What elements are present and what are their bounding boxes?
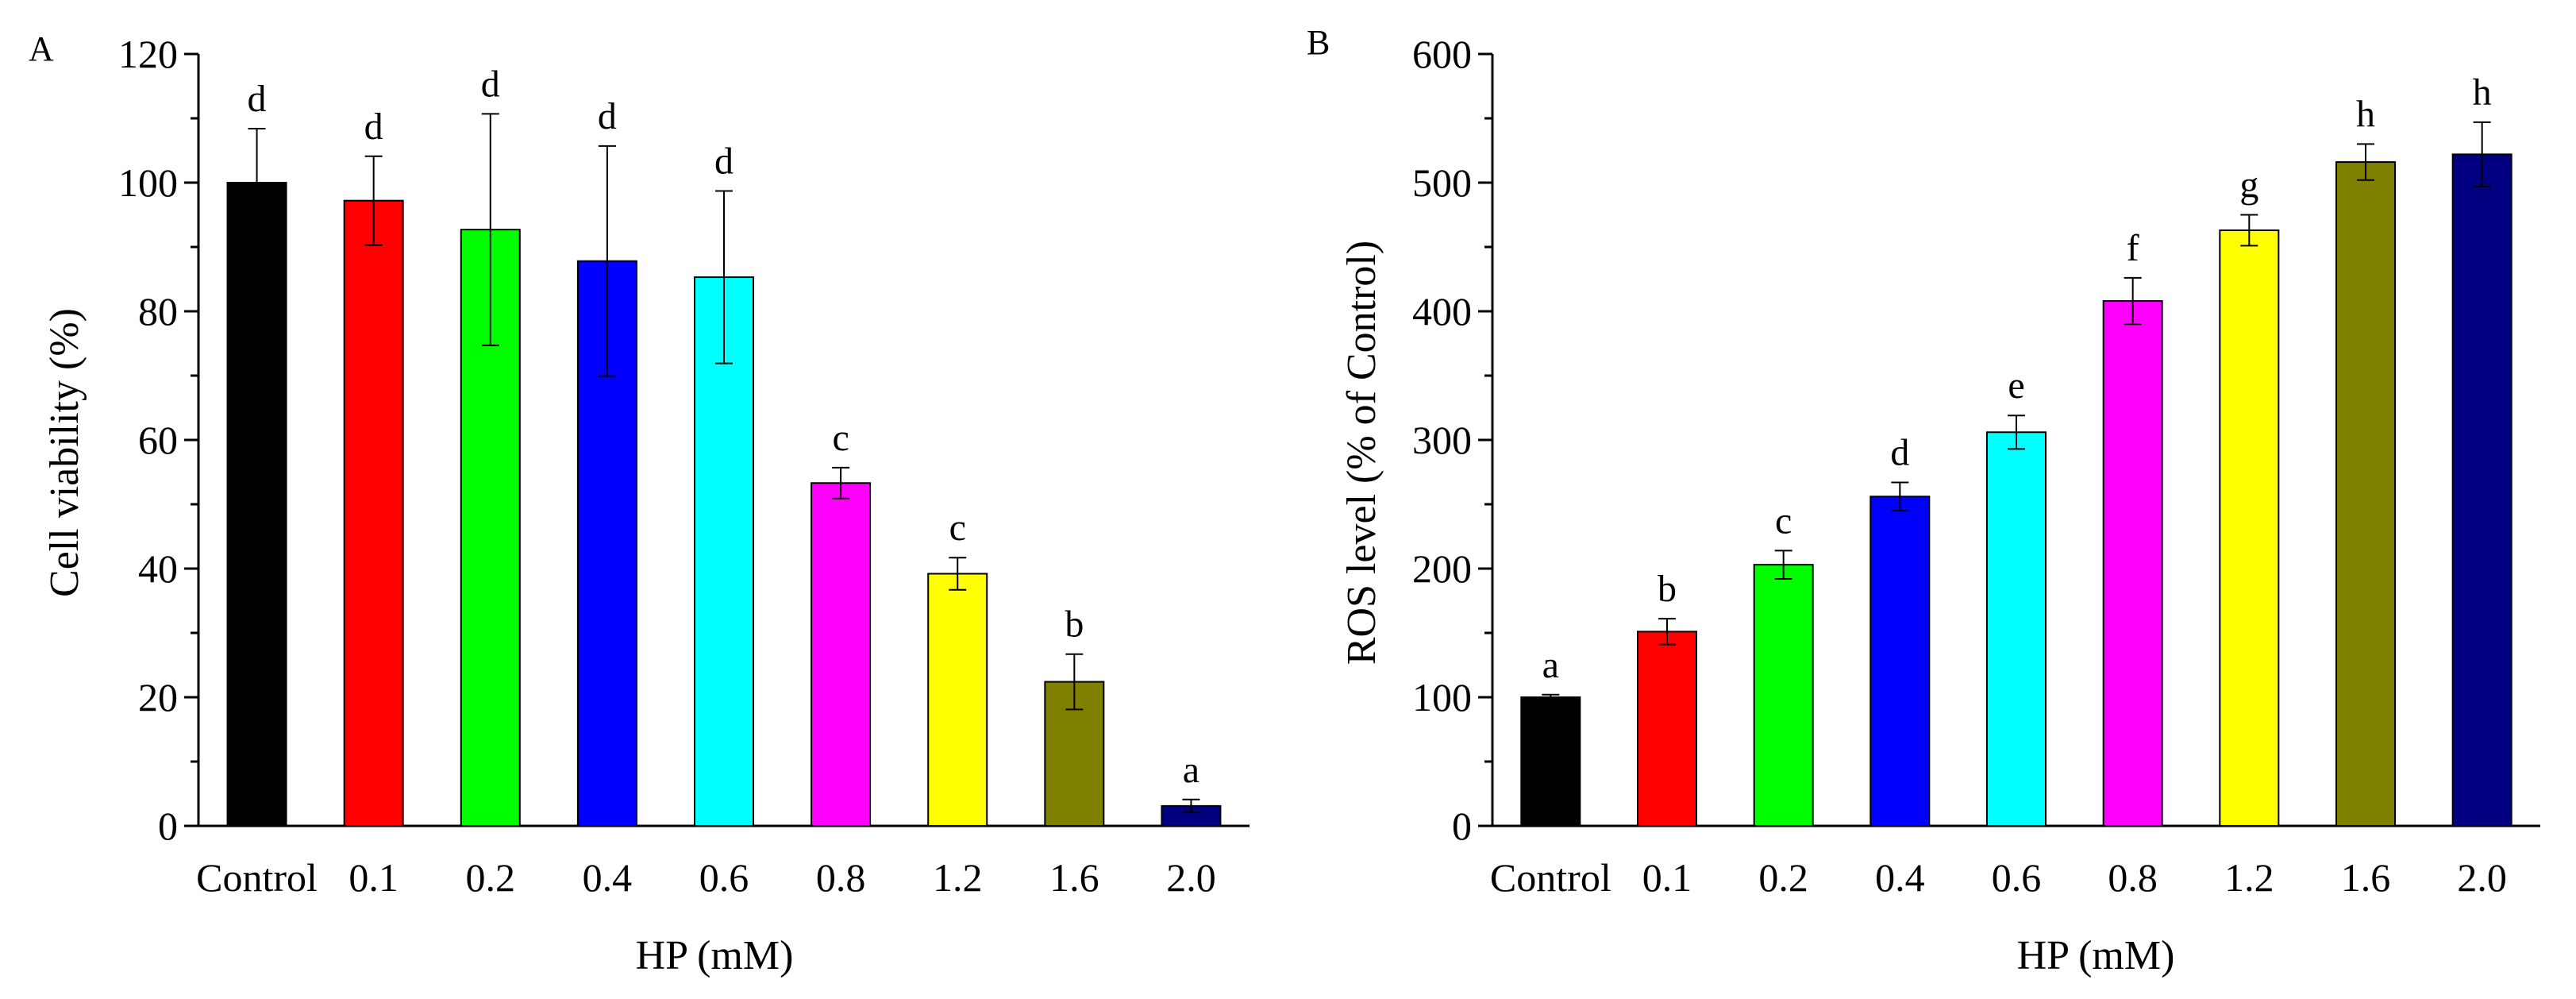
panel-b-bar [1520,696,1581,827]
panel-b-label: B [1307,23,1330,62]
panel-b-significance-label: b [1658,568,1677,610]
panel-a-significance-label: d [364,106,383,148]
panel-b-x-tick-label: 1.2 [2224,855,2274,900]
panel-b-x-axis-label: HP (mM) [2017,933,2175,978]
panel-b-x-tick-label: Control [1490,855,1611,900]
panel-b-significance-label: e [2008,364,2024,407]
panel-b-significance-label: f [2127,227,2139,269]
panel-b-significance-label: c [1775,499,1792,542]
panel-a-y-tick-label: 100 [118,160,178,205]
panel-a-plot-area: 0 20 40 60 80 100 120 d Control d 0.1 d 0.2 d 0.4 d 0.6 c… [118,32,1249,900]
panel-b-bar [2335,161,2396,827]
panel-b-x-tick-label: 0.4 [1875,855,1925,900]
panel-b-bar [2219,229,2280,827]
panel-a-label: A [29,29,54,68]
panel-a-x-axis-label: HP (mM) [636,933,794,978]
panel-a-bar [343,199,404,827]
panel-b-y-tick-label: 600 [1412,32,1472,76]
panel-a-x-tick-label: 0.6 [699,855,749,900]
panel-a-significance-label: c [949,507,966,549]
panel-a-x-tick-label: 0.4 [583,855,633,900]
panel-a-y-axis-label: Cell viability (%) [42,308,87,597]
panel-a-x-tick-label: 0.2 [466,855,516,900]
panel-a: A Cell viability (%) HP (mM) 0 20 40 60 80 10… [29,29,1249,978]
panel-b-significance-label: h [2356,93,2375,135]
panel-a-significance-label: c [832,417,849,459]
panel-b-y-tick-label: 200 [1412,546,1472,591]
panel-b-significance-label: g [2239,164,2258,206]
panel-b-x-tick-label: 2.0 [2457,855,2507,900]
panel-a-y-tick-label: 120 [118,32,178,76]
panel-a-y-tick-label: 0 [158,804,178,848]
panel-b-y-tick-label: 500 [1412,160,1472,205]
panel-b-significance-label: a [1542,644,1559,686]
panel-a-significance-label: d [481,63,500,105]
panel-a-y-tick-label: 20 [138,675,178,719]
panel-b-y-tick-label: 100 [1412,675,1472,719]
panel-a-significance-label: d [248,78,267,120]
panel-a-significance-label: d [598,95,617,137]
panel-a-y-tick-label: 80 [138,289,178,334]
panel-a-bar [811,482,872,827]
panel-b-bar [1753,564,1814,827]
panel-b-bar [1986,431,2047,827]
panel-b: B ROS level (% of Control) HP (mM) 0 100 2… [1307,23,2540,978]
panel-b-x-tick-label: 0.8 [2108,855,2158,900]
panel-b-y-tick-label: 0 [1452,804,1472,848]
panel-a-x-tick-label: Control [196,855,318,900]
panel-a-x-tick-label: 1.2 [933,855,983,900]
panel-a-bar [460,229,521,827]
panel-b-x-tick-label: 0.1 [1642,855,1692,900]
panel-a-bar [694,276,754,827]
panel-b-x-tick-label: 1.6 [2341,855,2391,900]
panel-b-x-tick-label: 0.6 [1992,855,2042,900]
panel-a-significance-label: b [1065,604,1084,646]
panel-a-x-tick-label: 2.0 [1166,855,1216,900]
panel-b-y-tick-label: 400 [1412,289,1472,334]
panel-a-y-tick-label: 40 [138,546,178,591]
panel-b-bar [2102,300,2163,827]
panel-b-bar [2451,153,2512,827]
panel-a-significance-label: d [714,141,734,183]
panel-a-bar [226,182,287,827]
panel-a-x-tick-label: 1.6 [1049,855,1099,900]
panel-a-x-tick-label: 0.1 [348,855,399,900]
panel-a-x-tick-label: 0.8 [816,855,866,900]
panel-b-plot-area: 0 100 200 300 400 500 600 a Control b 0.1 c 0.2 d 0.4 e… [1412,32,2540,900]
panel-b-x-tick-label: 0.2 [1758,855,1808,900]
panel-b-y-axis-label: ROS level (% of Control) [1339,241,1384,665]
panel-a-bar [927,573,988,827]
panel-a-y-tick-label: 60 [138,418,178,462]
panel-a-significance-label: a [1183,749,1199,791]
panel-b-significance-label: h [2473,71,2492,114]
panel-b-bar [1637,631,1697,827]
panel-b-significance-label: d [1890,431,1909,473]
panel-b-y-tick-label: 300 [1412,418,1472,462]
panel-b-bar [1869,496,1931,827]
